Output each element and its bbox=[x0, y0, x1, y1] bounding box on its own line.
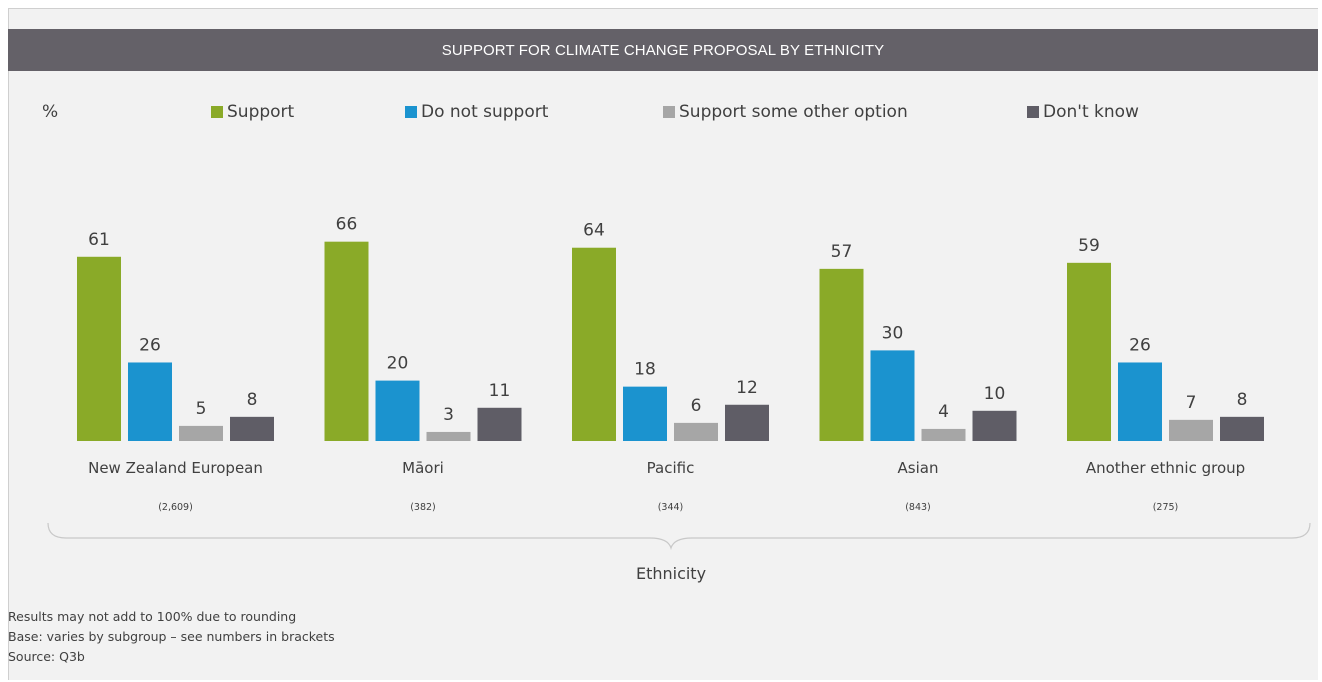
bar-do-not-support-2 bbox=[375, 380, 420, 441]
category-label-3: Pacific bbox=[647, 459, 695, 477]
x-axis-label: Ethnicity bbox=[636, 564, 706, 583]
bar-support-3 bbox=[572, 247, 616, 441]
data-label-support-some-other-option-5: 7 bbox=[1186, 393, 1197, 413]
footnote-rounding: Results may not add to 100% due to round… bbox=[8, 609, 297, 624]
legend-label-dont-know: Don't know bbox=[1043, 102, 1139, 122]
bar-support-some-other-option-3 bbox=[674, 422, 718, 441]
base-size-label-1: (2,609) bbox=[158, 502, 193, 513]
footnote-source: Source: Q3b bbox=[8, 649, 85, 664]
bar-support-5 bbox=[1067, 262, 1111, 441]
data-label-don-t-know-3: 12 bbox=[736, 378, 758, 398]
base-size-label-3: (344) bbox=[658, 502, 684, 513]
data-label-support-5: 59 bbox=[1078, 236, 1100, 256]
legend-label-other-option: Support some other option bbox=[679, 102, 908, 122]
legend-item-dont-know: Don't know bbox=[1027, 102, 1139, 122]
bar-support-1 bbox=[77, 256, 121, 441]
data-label-do-not-support-1: 26 bbox=[139, 335, 161, 355]
data-label-don-t-know-1: 8 bbox=[247, 390, 258, 410]
legend-swatch-other-option bbox=[663, 106, 675, 118]
legend-item-support: Support bbox=[211, 102, 294, 122]
unit-label: % bbox=[42, 102, 59, 122]
bar-do-not-support-5 bbox=[1118, 362, 1162, 441]
data-label-support-some-other-option-1: 5 bbox=[196, 399, 207, 419]
legend-label-do-not-support: Do not support bbox=[421, 102, 549, 122]
base-size-label-5: (275) bbox=[1153, 502, 1179, 513]
data-label-do-not-support-5: 26 bbox=[1129, 335, 1151, 355]
category-label-4: Asian bbox=[898, 459, 939, 477]
data-label-support-3: 64 bbox=[583, 221, 605, 241]
bar-support-some-other-option-1 bbox=[179, 425, 223, 441]
data-label-support-1: 61 bbox=[88, 230, 110, 250]
legend-item-do-not-support: Do not support bbox=[405, 102, 548, 122]
data-label-do-not-support-3: 18 bbox=[634, 360, 656, 380]
bar-do-not-support-4 bbox=[870, 350, 915, 441]
legend-item-other-option: Support some other option bbox=[663, 102, 908, 122]
bar-support-some-other-option-5 bbox=[1169, 419, 1213, 441]
data-label-don-t-know-5: 8 bbox=[1237, 390, 1248, 410]
axis-brace bbox=[47, 522, 1311, 551]
bar-support-some-other-option-2 bbox=[426, 431, 471, 441]
legend-label-support: Support bbox=[227, 102, 295, 122]
base-size-label-2: (382) bbox=[410, 502, 436, 513]
data-label-do-not-support-2: 20 bbox=[387, 354, 409, 374]
bar-support-2 bbox=[324, 241, 369, 441]
bar-don-t-know-5 bbox=[1220, 416, 1264, 441]
data-label-support-some-other-option-3: 6 bbox=[691, 396, 702, 416]
bar-don-t-know-2 bbox=[477, 407, 522, 441]
data-label-support-4: 57 bbox=[831, 242, 853, 262]
category-label-2: Māori bbox=[402, 459, 444, 477]
bar-support-4 bbox=[819, 268, 864, 441]
data-label-support-some-other-option-2: 3 bbox=[443, 405, 454, 425]
chart-title: SUPPORT FOR CLIMATE CHANGE PROPOSAL BY E… bbox=[441, 41, 885, 59]
data-label-don-t-know-2: 11 bbox=[489, 381, 511, 401]
data-label-support-2: 66 bbox=[336, 215, 358, 235]
bar-don-t-know-4 bbox=[972, 410, 1017, 441]
legend-swatch-do-not-support bbox=[405, 106, 417, 118]
footnote-base: Base: varies by subgroup – see numbers i… bbox=[8, 629, 335, 644]
data-label-support-some-other-option-4: 4 bbox=[938, 402, 949, 422]
legend-swatch-support bbox=[211, 106, 223, 118]
bar-don-t-know-3 bbox=[725, 404, 769, 441]
bar-do-not-support-1 bbox=[128, 362, 172, 441]
category-label-5: Another ethnic group bbox=[1086, 459, 1245, 477]
bar-support-some-other-option-4 bbox=[921, 428, 966, 441]
bar-do-not-support-3 bbox=[623, 386, 667, 441]
legend-swatch-dont-know bbox=[1027, 106, 1039, 118]
category-label-1: New Zealand European bbox=[88, 459, 263, 477]
base-size-label-4: (843) bbox=[905, 502, 931, 513]
data-label-don-t-know-4: 10 bbox=[984, 384, 1006, 404]
chart-title-bar: SUPPORT FOR CLIMATE CHANGE PROPOSAL BY E… bbox=[8, 29, 1318, 71]
data-label-do-not-support-4: 30 bbox=[882, 323, 904, 343]
bar-don-t-know-1 bbox=[230, 416, 274, 441]
